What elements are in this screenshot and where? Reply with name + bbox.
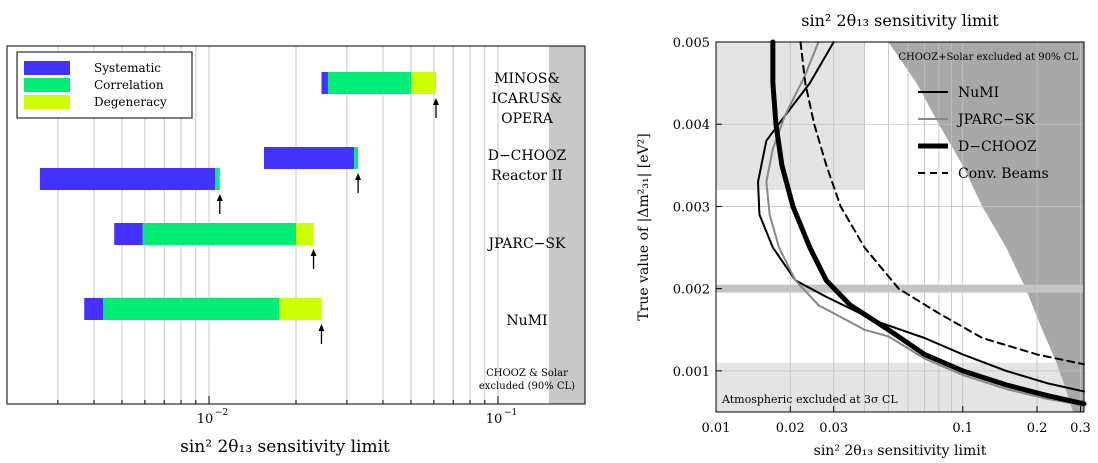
arrow-head bbox=[355, 173, 362, 180]
bar-segment-degeneracy bbox=[296, 223, 314, 245]
footnote-label: excluded (90% CL) bbox=[479, 381, 575, 392]
legend-label-correlation: Correlation bbox=[94, 78, 164, 92]
right-y-tick-label: 0.003 bbox=[673, 200, 710, 215]
experiment-label: ICARUS& bbox=[492, 91, 563, 107]
right-y-tick-label: 0.002 bbox=[673, 283, 710, 298]
legend-label-degeneracy: Degeneracy bbox=[94, 95, 167, 109]
region-label-atmospheric: Atmospheric excluded at 3σ CL bbox=[721, 393, 898, 406]
left-x-tick-label: 10 bbox=[486, 412, 503, 427]
left-x-axis-label: sin² 2θ₁₃ sensitivity limit bbox=[180, 437, 390, 457]
bar-segment-systematic bbox=[321, 72, 328, 94]
region-label-chooz-solar: CHOOZ+Solar excluded at 90% CL bbox=[898, 52, 1078, 63]
bar-segment-systematic bbox=[114, 223, 143, 245]
left-chart: MINOS&ICARUS&OPERA D−CHOOZ Reactor II JPARC… bbox=[6, 45, 586, 457]
arrow-head bbox=[216, 194, 223, 201]
bar-segment-correlation bbox=[142, 223, 296, 245]
left-arrows bbox=[216, 98, 439, 344]
left-x-tick-exponent: −1 bbox=[504, 408, 517, 418]
experiment-label: D−CHOOZ bbox=[488, 148, 567, 164]
experiment-label: MINOS& bbox=[494, 71, 560, 87]
right-y-axis-label: True value of |Δm²₃₁| [eV²] bbox=[636, 133, 652, 320]
bar-segment-correlation bbox=[354, 147, 359, 169]
right-chart: sin² 2θ₁₃ sensitivity limit 0.01 0.02 0.03… bbox=[636, 11, 1091, 459]
left-x-ticks: 10 −2 10 −1 bbox=[57, 396, 517, 427]
experiment-label: Reactor II bbox=[491, 168, 562, 184]
right-x-tick-label: 0.1 bbox=[952, 421, 973, 436]
left-shaded-region bbox=[548, 46, 585, 404]
arrow-head bbox=[310, 249, 317, 256]
bar-segment-correlation bbox=[103, 298, 280, 320]
bar-segment-systematic bbox=[264, 147, 355, 169]
experiment-label: OPERA bbox=[501, 111, 554, 127]
right-x-axis-label: sin² 2θ₁₃ sensitivity limit bbox=[814, 443, 987, 459]
legend-label-systematic: Systematic bbox=[94, 61, 161, 75]
left-x-tick-exponent: −2 bbox=[215, 408, 228, 418]
right-ticks: 0.01 0.02 0.03 0.1 0.2 0.3 0.001 0.002 0.003 0.00… bbox=[673, 36, 1091, 436]
right-curves bbox=[757, 39, 1087, 407]
legend-label-dchooz: D−CHOOZ bbox=[958, 139, 1037, 155]
bar-segment-correlation bbox=[215, 168, 220, 190]
legend-swatch-systematic bbox=[24, 61, 70, 75]
experiment-label: NuMI bbox=[506, 313, 547, 329]
legend-swatch-degeneracy bbox=[24, 95, 70, 109]
bar-segment-degeneracy bbox=[411, 72, 436, 94]
arrow-head bbox=[432, 98, 439, 105]
chooz-solar-region bbox=[888, 42, 1084, 412]
right-legend: NuMI JPARC−SK D−CHOOZ Conv. Beams bbox=[918, 85, 1049, 182]
bar-segment-systematic bbox=[84, 298, 104, 320]
left-legend: Systematic Correlation Degeneracy bbox=[16, 51, 193, 119]
right-x-tick-label: 0.02 bbox=[776, 421, 805, 436]
right-gridlines bbox=[715, 41, 1084, 412]
legend-swatch-correlation bbox=[24, 78, 70, 92]
legend-label-conv: Conv. Beams bbox=[958, 166, 1049, 182]
left-experiment-labels: MINOS&ICARUS&OPERA D−CHOOZ Reactor II JPARC… bbox=[479, 71, 575, 392]
right-y-tick-label: 0.005 bbox=[673, 36, 710, 51]
bar-segment-degeneracy bbox=[279, 298, 322, 320]
right-x-tick-label: 0.01 bbox=[702, 421, 731, 436]
legend-label-jparc: JPARC−SK bbox=[956, 112, 1035, 128]
right-y-tick-label: 0.004 bbox=[673, 118, 710, 133]
left-x-tick-label: 10 bbox=[197, 412, 214, 427]
experiment-label: JPARC−SK bbox=[487, 236, 566, 252]
series-curve bbox=[799, 41, 1085, 366]
right-x-tick-label: 0.3 bbox=[1070, 421, 1091, 436]
right-plot-frame bbox=[715, 41, 1085, 413]
right-x-tick-label: 0.03 bbox=[819, 421, 848, 436]
arrow-head bbox=[318, 324, 325, 331]
right-chart-title: sin² 2θ₁₃ sensitivity limit bbox=[801, 11, 999, 30]
bar-segment-correlation bbox=[327, 72, 412, 94]
series-curve bbox=[770, 39, 1087, 407]
left-bars bbox=[39, 72, 436, 320]
footnote-label: CHOOZ & Solar bbox=[486, 368, 568, 379]
right-x-tick-label: 0.2 bbox=[1027, 421, 1048, 436]
legend-label-numi: NuMI bbox=[958, 85, 999, 101]
right-y-tick-label: 0.001 bbox=[673, 365, 710, 380]
bar-segment-systematic bbox=[39, 168, 216, 190]
